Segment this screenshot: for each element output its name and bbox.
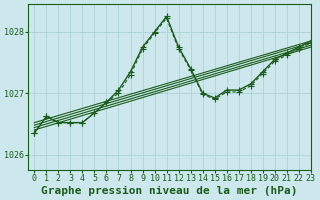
- X-axis label: Graphe pression niveau de la mer (hPa): Graphe pression niveau de la mer (hPa): [41, 186, 298, 196]
